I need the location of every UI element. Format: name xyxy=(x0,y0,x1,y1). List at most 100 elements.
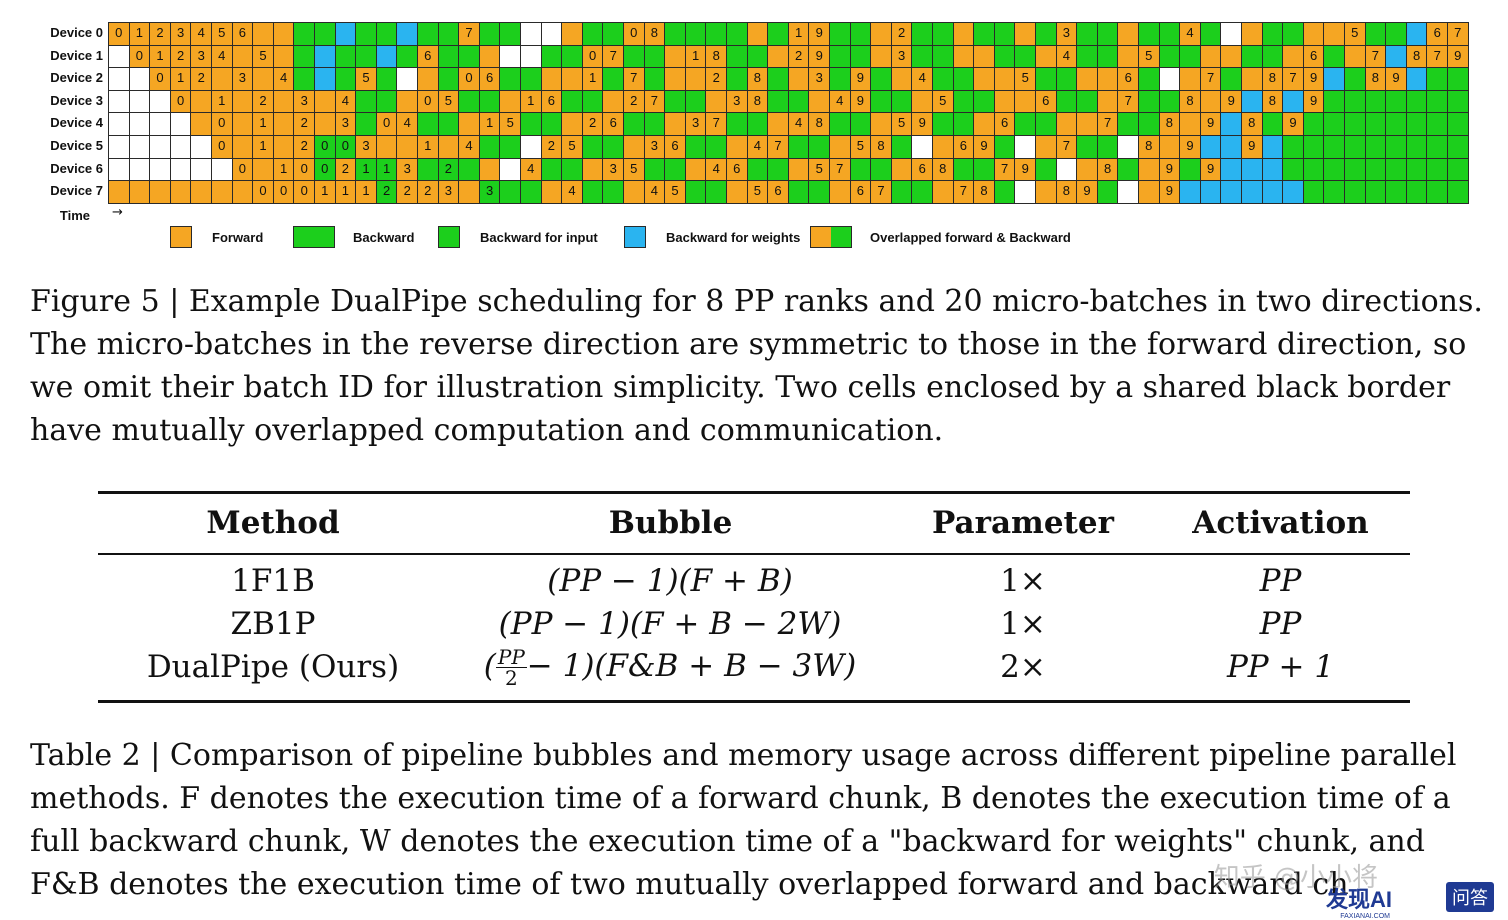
schedule-cell xyxy=(1302,157,1325,182)
schedule-cell xyxy=(540,112,563,136)
schedule-cell xyxy=(499,89,521,114)
schedule-cell xyxy=(252,22,274,46)
schedule-cell xyxy=(1055,89,1078,114)
schedule-cell xyxy=(1158,67,1181,91)
schedule-cell: 9 xyxy=(1302,67,1325,91)
schedule-cell xyxy=(643,112,666,136)
schedule-cell: 6 xyxy=(1426,22,1448,46)
schedule-cell xyxy=(1117,135,1139,159)
schedule-cell: 0 xyxy=(128,44,151,69)
schedule-cell xyxy=(1241,157,1263,182)
schedule-cell xyxy=(396,89,418,114)
schedule-cell xyxy=(1138,67,1160,91)
row3-parameter: 2× xyxy=(1000,649,1046,685)
schedule-cell: 4 xyxy=(1179,22,1201,46)
schedule-cell: 6 xyxy=(993,112,1016,136)
schedule-cell xyxy=(169,112,192,136)
schedule-cell: 8 xyxy=(1261,67,1284,91)
schedule-cell xyxy=(499,135,521,159)
schedule-cell xyxy=(1323,44,1345,69)
schedule-cell: 8 xyxy=(1241,112,1263,136)
schedule-cell xyxy=(952,44,975,69)
schedule-cell xyxy=(1447,135,1469,159)
schedule-cell xyxy=(1076,157,1098,182)
row3-bubble-denominator: 2 xyxy=(504,666,518,690)
device-label-1: Device 1 xyxy=(50,47,103,63)
schedule-cell xyxy=(1035,22,1057,46)
schedule-cell xyxy=(623,44,645,69)
schedule-cell xyxy=(1076,67,1098,91)
schedule-cell xyxy=(1261,135,1284,159)
schedule-cell xyxy=(829,180,851,204)
schedule-cell xyxy=(1282,89,1304,114)
schedule-cell xyxy=(829,22,851,46)
schedule-cell: 0 xyxy=(108,22,130,46)
schedule-cell: 5 xyxy=(623,157,645,182)
schedule-cell xyxy=(1096,180,1119,204)
legend-swatch xyxy=(810,226,852,248)
schedule-cell xyxy=(726,67,748,91)
schedule-cell: 2 xyxy=(396,180,418,204)
schedule-cell: 9 xyxy=(849,67,872,91)
schedule-cell: 1 xyxy=(149,44,171,69)
schedule-cell: 1 xyxy=(478,112,501,136)
schedule-cell xyxy=(849,44,872,69)
schedule-cell xyxy=(705,180,727,204)
schedule-cell xyxy=(272,89,295,114)
schedule-cell: 4 xyxy=(272,67,295,91)
schedule-cell xyxy=(973,89,995,114)
device-label-3: Device 3 xyxy=(50,92,103,108)
schedule-cell xyxy=(499,157,521,182)
schedule-cell xyxy=(520,44,542,69)
schedule-cell: 9 xyxy=(1014,157,1036,182)
schedule-cell xyxy=(169,135,192,159)
schedule-cell xyxy=(355,22,377,46)
schedule-cell xyxy=(1096,135,1119,159)
schedule-cell xyxy=(1323,22,1345,46)
schedule-cell: 4 xyxy=(190,22,212,46)
schedule-cell xyxy=(293,44,315,69)
schedule-cell: 2 xyxy=(149,22,171,46)
schedule-cell xyxy=(664,44,686,69)
schedule-cell: 1 xyxy=(211,89,233,114)
schedule-cell xyxy=(499,180,521,204)
schedule-cell xyxy=(1344,157,1366,182)
schedule-cell xyxy=(787,135,810,159)
schedule-cell: 6 xyxy=(1117,67,1139,91)
schedule-cell xyxy=(293,22,315,46)
schedule-cell xyxy=(334,67,357,91)
schedule-cell xyxy=(1405,157,1428,182)
schedule-cell xyxy=(787,157,810,182)
schedule-cell xyxy=(1323,112,1345,136)
schedule-cell xyxy=(375,22,398,46)
schedule-cell xyxy=(684,157,707,182)
schedule-cell xyxy=(808,135,830,159)
schedule-cell xyxy=(1302,22,1325,46)
row2-activation: PP xyxy=(1259,606,1302,642)
schedule-cell: 5 xyxy=(746,180,769,204)
schedule-cell xyxy=(1323,67,1345,91)
schedule-cell xyxy=(149,135,171,159)
schedule-cell xyxy=(231,135,254,159)
schedule-cell xyxy=(993,44,1016,69)
schedule-cell xyxy=(1344,112,1366,136)
schedule-cell: 9 xyxy=(973,135,995,159)
schedule-cell xyxy=(1364,180,1387,204)
schedule-cell xyxy=(561,44,583,69)
schedule-cell: 7 xyxy=(643,89,666,114)
schedule-cell xyxy=(1035,157,1057,182)
schedule-cell: 7 xyxy=(705,112,727,136)
schedule-cell xyxy=(293,67,315,91)
schedule-cell xyxy=(746,44,769,69)
schedule-cell: 8 xyxy=(1055,180,1078,204)
schedule-cell xyxy=(870,157,892,182)
legend-label: Overlapped forward & Backward xyxy=(870,230,1071,245)
schedule-cell xyxy=(1405,67,1428,91)
schedule-cell xyxy=(108,180,130,204)
schedule-cell xyxy=(561,22,583,46)
schedule-cell xyxy=(149,180,171,204)
schedule-cell xyxy=(767,112,789,136)
schedule-cell xyxy=(973,44,995,69)
schedule-cell xyxy=(911,180,933,204)
schedule-cell xyxy=(1282,157,1304,182)
